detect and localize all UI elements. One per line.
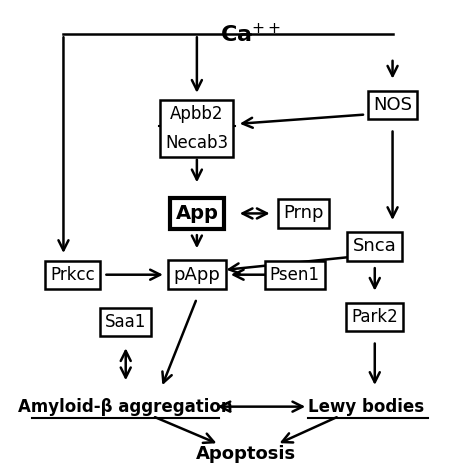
- Text: Snca: Snca: [353, 237, 397, 255]
- Text: Psen1: Psen1: [270, 266, 320, 284]
- Text: Ca$^{++}$: Ca$^{++}$: [220, 23, 281, 46]
- Text: Prkcc: Prkcc: [50, 266, 95, 284]
- Text: pApp: pApp: [173, 266, 220, 284]
- Text: Saa1: Saa1: [105, 313, 146, 331]
- Text: App: App: [175, 204, 219, 223]
- Text: Prnp: Prnp: [283, 204, 324, 222]
- Text: Lewy bodies: Lewy bodies: [308, 398, 424, 416]
- Text: NOS: NOS: [373, 96, 412, 114]
- Text: Amyloid-β aggregation: Amyloid-β aggregation: [18, 398, 233, 416]
- Text: Apbb2
Necab3: Apbb2 Necab3: [165, 105, 228, 152]
- Text: Park2: Park2: [351, 308, 398, 326]
- Text: Apoptosis: Apoptosis: [196, 445, 296, 463]
